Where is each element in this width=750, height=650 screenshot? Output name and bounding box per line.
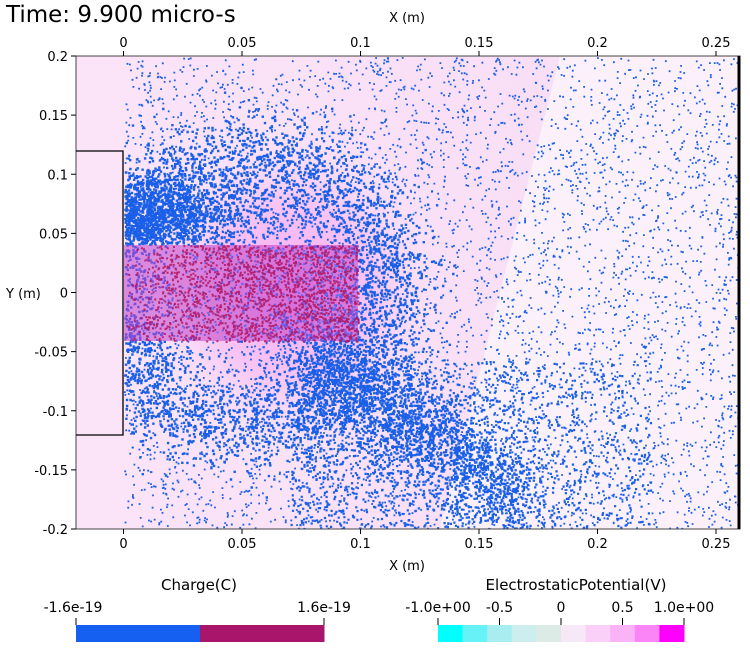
ion-particles [126,245,360,343]
y-tick-label: -0.05 [34,346,68,361]
y-tick-label: 0.2 [47,50,68,65]
x-tick-label-top: 0.15 [465,36,494,51]
electrode-outline [76,150,124,436]
potential-colorbar-tick-label: 0 [557,600,566,616]
x-tick-label-bottom: 0.25 [702,537,731,552]
x-tick-label-bottom: 0 [119,537,127,552]
charge-colorbar-segment [76,625,201,642]
potential-colorbar-title: ElectrostaticPotential(V) [486,576,667,594]
x-tick-label-bottom: 0.05 [228,537,257,552]
potential-colorbar-tick-label: -1.0e+00 [405,600,470,616]
electron-particles-in-source [139,245,360,343]
charge-colorbar-tick-label: -1.6e-19 [44,600,103,616]
y-axis-label: Y (m) [5,287,41,302]
y-tick-label: 0.1 [47,168,68,183]
x-tick-label-top: 0.1 [350,36,371,51]
axes: 0 0 0.05 0.05 0.1 0.1 0.15 0.15 0.2 0.2 0.25 0.25 0.… [5,11,731,574]
potential-colorbar-segment [511,625,537,642]
y-tick-label: 0.15 [39,109,68,124]
x-tick-label-top: 0.25 [702,36,731,51]
x-tick-label-top: 0 [119,36,127,51]
x-tick-label-bottom: 0.15 [465,537,494,552]
x-tick-label-bottom: 0.1 [350,537,371,552]
plot-area [76,56,740,529]
colorbars: Charge(C) -1.6e-19 1.6e-19 ElectrostaticPot… [44,576,714,642]
charge-colorbar-title: Charge(C) [161,576,237,594]
potential-colorbar-segment [561,625,587,642]
charge-colorbar-tick-label: 1.6e-19 [297,600,351,616]
ion-particle-cloud [126,245,360,343]
x-axis-label-top: X (m) [389,11,425,26]
time-label: Time: 9.900 micro-s [6,2,236,28]
potential-colorbar-segment [585,625,611,642]
charge-colorbar-segment [200,625,325,642]
y-tick-label: -0.1 [43,405,68,420]
potential-colorbar-segment [634,625,660,642]
x-axis-label-bottom: X (m) [389,559,425,574]
x-tick-label-top: 0.05 [228,36,257,51]
potential-colorbar-segment [438,625,464,642]
y-tick-label: 0.05 [39,227,68,242]
potential-colorbar-tick-label: 0.5 [611,600,633,616]
x-tick-label-top: 0.2 [587,36,608,51]
potential-colorbar-tick-label: 1.0e+00 [654,600,714,616]
potential-colorbar-segment [487,625,513,642]
potential-colorbar-segment [462,625,488,642]
potential-colorbar-segment [659,625,685,642]
potential-colorbar-segment [536,625,562,642]
y-tick-label: -0.2 [43,523,68,538]
y-tick-label: 0 [60,287,68,302]
potential-colorbar-segment [610,625,636,642]
x-tick-label-bottom: 0.2 [587,537,608,552]
y-tick-label: -0.15 [34,464,68,479]
electron-particle-cloud [124,57,740,529]
potential-colorbar-tick-label: -0.5 [486,600,513,616]
electron-particles [124,57,740,529]
